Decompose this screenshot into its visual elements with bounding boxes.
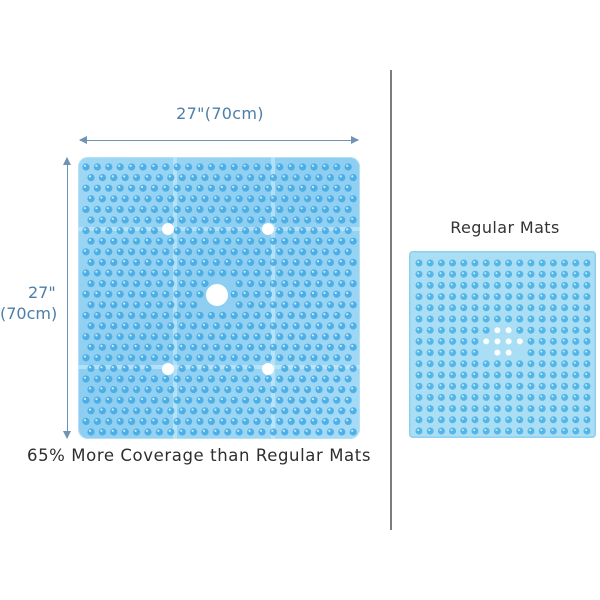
large-bath-mat-image [78,157,360,439]
regular-mats-title: Regular Mats [450,218,560,237]
vertical-divider [390,70,392,530]
height-dimension-line [63,157,71,439]
height-label: 27" (70cm) [0,282,64,324]
height-label-cm: (70cm) [0,304,58,323]
regular-bath-mat-image [409,251,596,438]
height-label-inches: 27" [28,283,56,302]
width-label: 27"(70cm) [176,104,264,123]
width-dimension-line [79,136,359,144]
coverage-caption: 65% More Coverage than Regular Mats [26,446,372,465]
